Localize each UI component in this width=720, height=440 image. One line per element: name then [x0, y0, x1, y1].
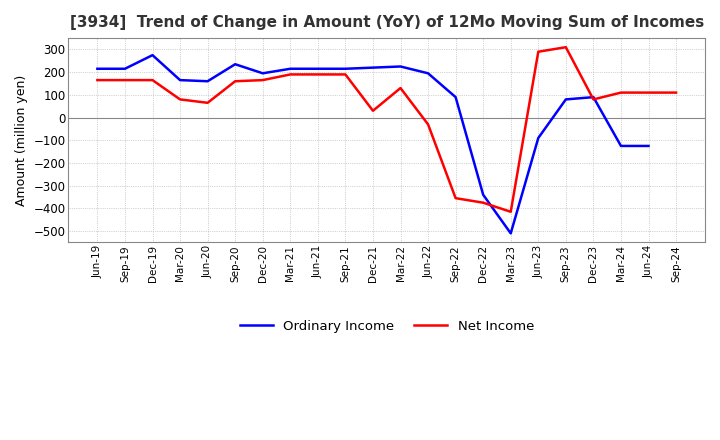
Ordinary Income — [176, 77, 184, 83]
Ordinary Income — [313, 66, 322, 71]
Net Income — [424, 122, 433, 127]
Ordinary Income — [562, 97, 570, 102]
Ordinary Income — [396, 64, 405, 69]
Net Income — [589, 97, 598, 102]
Net Income — [313, 72, 322, 77]
Net Income — [258, 77, 267, 83]
Net Income — [479, 200, 487, 205]
Net Income — [286, 72, 294, 77]
Ordinary Income — [93, 66, 102, 71]
Ordinary Income — [424, 71, 433, 76]
Net Income — [231, 79, 240, 84]
Net Income — [534, 49, 543, 55]
Ordinary Income — [479, 192, 487, 198]
Ordinary Income — [589, 95, 598, 100]
Ordinary Income — [231, 62, 240, 67]
Line: Ordinary Income: Ordinary Income — [97, 55, 649, 233]
Ordinary Income — [534, 136, 543, 141]
Line: Net Income: Net Income — [97, 47, 676, 212]
Net Income — [672, 90, 680, 95]
Y-axis label: Amount (million yen): Amount (million yen) — [15, 75, 28, 206]
Net Income — [121, 77, 130, 83]
Net Income — [148, 77, 157, 83]
Net Income — [396, 85, 405, 91]
Net Income — [506, 209, 515, 214]
Net Income — [176, 97, 184, 102]
Ordinary Income — [341, 66, 350, 71]
Ordinary Income — [616, 143, 625, 149]
Ordinary Income — [121, 66, 130, 71]
Net Income — [93, 77, 102, 83]
Title: [3934]  Trend of Change in Amount (YoY) of 12Mo Moving Sum of Incomes: [3934] Trend of Change in Amount (YoY) o… — [70, 15, 704, 30]
Ordinary Income — [644, 143, 653, 149]
Ordinary Income — [286, 66, 294, 71]
Net Income — [203, 100, 212, 106]
Ordinary Income — [148, 52, 157, 58]
Ordinary Income — [203, 79, 212, 84]
Net Income — [451, 195, 460, 201]
Net Income — [341, 72, 350, 77]
Net Income — [562, 44, 570, 50]
Net Income — [644, 90, 653, 95]
Ordinary Income — [506, 231, 515, 236]
Net Income — [369, 108, 377, 114]
Ordinary Income — [369, 65, 377, 70]
Ordinary Income — [451, 95, 460, 100]
Ordinary Income — [258, 71, 267, 76]
Net Income — [616, 90, 625, 95]
Legend: Ordinary Income, Net Income: Ordinary Income, Net Income — [234, 315, 539, 338]
